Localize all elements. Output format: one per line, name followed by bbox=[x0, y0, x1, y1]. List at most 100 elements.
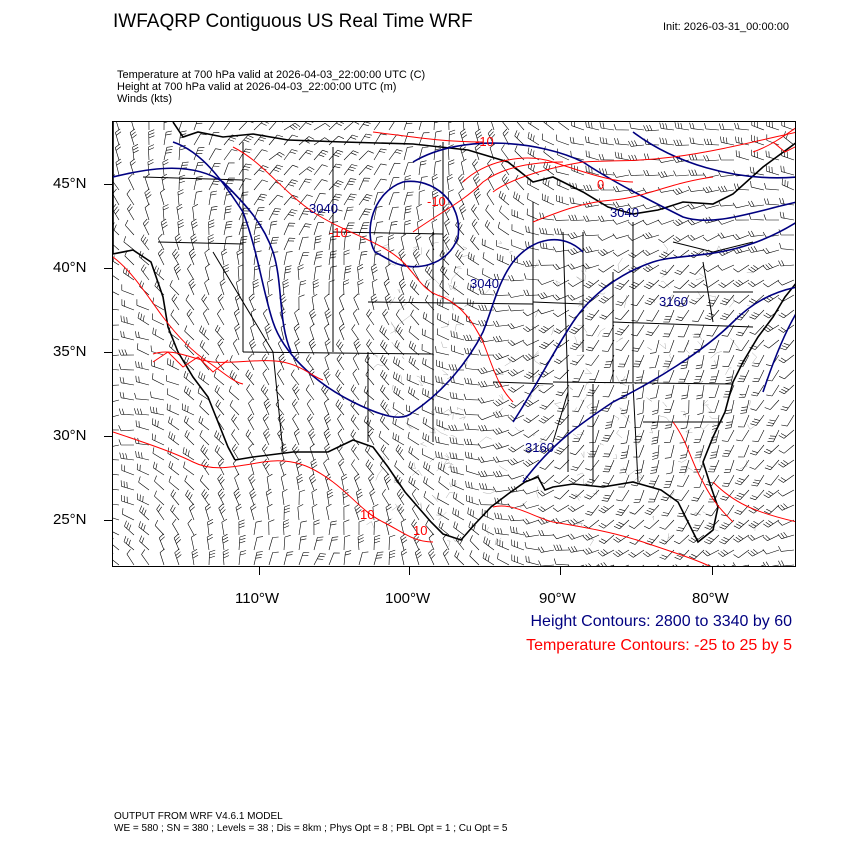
wind-barb bbox=[388, 177, 400, 191]
wind-barb bbox=[763, 489, 780, 499]
county-line bbox=[577, 520, 584, 524]
wind-barb bbox=[343, 279, 350, 296]
wind-barb bbox=[493, 320, 510, 327]
wind-barb bbox=[184, 430, 195, 446]
wind-barb bbox=[612, 233, 630, 239]
wind-barb bbox=[492, 442, 510, 450]
wind-barb bbox=[201, 489, 210, 506]
county-line bbox=[441, 341, 448, 348]
county-line bbox=[443, 426, 450, 431]
wind-barb bbox=[343, 504, 350, 521]
county-line bbox=[387, 517, 393, 520]
wind-barb bbox=[367, 428, 375, 446]
wind-barb bbox=[433, 130, 442, 146]
wind-barb bbox=[253, 193, 267, 206]
wind-barb bbox=[642, 249, 660, 256]
wind-barb bbox=[223, 235, 233, 251]
wind-barb bbox=[266, 473, 273, 491]
county-line bbox=[482, 490, 497, 494]
wind-barb bbox=[586, 324, 600, 337]
wind-barb bbox=[313, 265, 322, 281]
wind-barb bbox=[567, 263, 585, 270]
wind-barb bbox=[264, 323, 272, 341]
wind-barb bbox=[659, 122, 675, 131]
wind-barb bbox=[734, 474, 750, 486]
wind-barb bbox=[681, 384, 690, 400]
wind-barb bbox=[439, 250, 450, 266]
wind-barb bbox=[385, 263, 391, 281]
wind-barb bbox=[762, 549, 780, 555]
wind-barb bbox=[395, 324, 405, 341]
wind-barb bbox=[248, 443, 255, 461]
wind-barb bbox=[749, 166, 765, 176]
wind-barb bbox=[720, 489, 735, 501]
county-line bbox=[572, 433, 580, 441]
wind-barb bbox=[283, 551, 294, 566]
wind-barb bbox=[423, 476, 435, 491]
wind-barb bbox=[511, 254, 525, 266]
wind-barb bbox=[465, 465, 480, 476]
wind-barb bbox=[150, 391, 165, 401]
county-line bbox=[390, 323, 398, 334]
wind-barb bbox=[689, 294, 705, 305]
wind-barb bbox=[280, 443, 288, 461]
wind-barb bbox=[583, 215, 600, 222]
wind-barb bbox=[477, 414, 495, 421]
county-line bbox=[619, 407, 624, 411]
wind-barb bbox=[701, 564, 705, 566]
lat-label-30: 30°N bbox=[53, 427, 87, 444]
wind-barb bbox=[217, 488, 225, 506]
wind-barb bbox=[553, 214, 570, 221]
county-line bbox=[683, 379, 691, 386]
wind-barb bbox=[748, 504, 765, 514]
wind-barb bbox=[569, 339, 585, 351]
wind-barb bbox=[268, 151, 285, 161]
county-line bbox=[592, 489, 598, 495]
wind-barb bbox=[343, 122, 360, 131]
wind-barb bbox=[583, 184, 600, 191]
wind-barb bbox=[463, 334, 480, 341]
wind-barb bbox=[437, 462, 450, 476]
wind-barb bbox=[465, 480, 480, 491]
wind-barb bbox=[612, 249, 630, 257]
county-line bbox=[662, 401, 667, 407]
county-line bbox=[440, 320, 450, 328]
county-line bbox=[435, 428, 448, 436]
wind-barb bbox=[358, 150, 374, 161]
wind-barb bbox=[453, 521, 465, 536]
wind-barb bbox=[585, 354, 600, 366]
wind-barb bbox=[582, 533, 600, 541]
wind-barb bbox=[324, 323, 330, 341]
wind-barb bbox=[388, 206, 399, 221]
wind-barb bbox=[185, 294, 195, 311]
wind-barb bbox=[393, 356, 405, 371]
county-line bbox=[444, 453, 450, 459]
wind-barb bbox=[749, 489, 765, 501]
wind-barb bbox=[201, 459, 210, 476]
wind-barb bbox=[567, 564, 585, 566]
wind-barb bbox=[170, 504, 180, 521]
wind-barb bbox=[570, 459, 585, 471]
wind-barb bbox=[523, 444, 540, 454]
wind-barb bbox=[508, 354, 525, 363]
model-footer: OUTPUT FROM WRF V4.6.1 MODEL bbox=[114, 811, 283, 822]
temperature-legend: Temperature Contours: -25 to 25 by 5 bbox=[526, 637, 792, 654]
wind-barb bbox=[777, 532, 795, 539]
wind-barb bbox=[511, 224, 525, 236]
county-line bbox=[660, 280, 670, 288]
wind-barb bbox=[612, 564, 630, 566]
wind-barb bbox=[766, 384, 780, 397]
wind-barb bbox=[452, 491, 465, 506]
wind-barb bbox=[663, 474, 675, 488]
wind-barb bbox=[613, 124, 630, 131]
county-line bbox=[581, 451, 585, 459]
wind-barb bbox=[278, 353, 286, 371]
county-line bbox=[554, 402, 562, 410]
wind-barb bbox=[297, 264, 304, 281]
wind-barb bbox=[494, 497, 510, 506]
county-line bbox=[429, 456, 437, 463]
height-contour-label: 3160 bbox=[659, 294, 688, 309]
wind-barb bbox=[454, 550, 465, 566]
wind-barb bbox=[721, 474, 735, 487]
wind-barb bbox=[113, 489, 120, 491]
